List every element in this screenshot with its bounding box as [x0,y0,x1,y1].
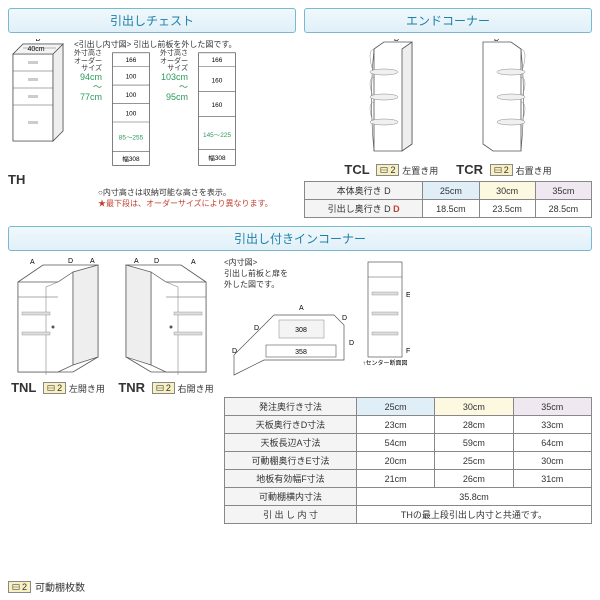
incorner-cross-svg: E F ↑センター断面図 [360,257,410,367]
chest-h1-label: 外寸高さ オーダー サイズ [74,50,102,73]
section-chest: 引出しチェスト D 40cm <引 [8,8,296,218]
svg-text:100: 100 [126,92,137,99]
svg-text:145〜225: 145〜225 [203,132,231,139]
tnl-block: A D A TNL 2 左開き用 [8,257,108,395]
svg-text:D: D [68,258,73,265]
table-row: 本体奥行き D 25cm 30cm 35cm [305,182,592,200]
chest-inner-label: <引出し内寸図> [74,39,131,50]
svg-text:100: 100 [126,111,137,118]
endcorner-header: エンドコーナー [304,8,592,33]
svg-text:↑センター断面図: ↑センター断面図 [362,359,407,367]
footer-badge: 2 [8,581,31,593]
svg-text:F: F [406,348,410,355]
chest-diagrams: D 40cm <引出し内寸図> 引出し前板を外した図です。 外寸高さ オーダー … [8,39,296,170]
endcorner-table: 本体奥行き D 25cm 30cm 35cm 引出し奥行き D D 18.5cm… [304,181,592,218]
table-row: 天板奥行きD寸法23cm28cm33cm [225,416,592,434]
table-row: 発注奥行き寸法25cm30cm35cm [225,398,592,416]
chest-inner-note: 引出し前板を外した図です。 [133,39,236,50]
tcr-usage: 右置き用 [516,166,552,176]
chest-h2-label: 外寸高さ オーダー サイズ [160,50,188,73]
svg-text:D: D [342,315,347,322]
svg-text:D: D [394,39,399,43]
svg-text:D: D [254,325,259,332]
tcl-badge: 2 [376,164,399,176]
svg-text:A: A [299,305,304,312]
chest-inner-wrap: <引出し内寸図> 引出し前板を外した図です。 外寸高さ オーダー サイズ 94c… [74,39,242,170]
svg-text:D: D [494,39,499,43]
svg-text:166: 166 [126,57,137,64]
chest-3d-svg: D 40cm [8,39,68,149]
chest-inner-b: 166 160 160 145〜225 幅308 [192,50,242,170]
svg-text:100: 100 [126,74,137,81]
tnr-block: A D A TNR 2 右開き用 [116,257,216,395]
table-row: 引 出 し 内 寸THの最上段引出し内寸と共通です。 [225,506,592,524]
svg-text:D: D [35,39,40,43]
incorner-table: 発注奥行き寸法25cm30cm35cm 天板奥行きD寸法23cm28cm33cm… [224,397,592,524]
chest-h2-range: 103cm 〜 95cm [160,73,188,103]
svg-text:A: A [191,259,196,266]
row-top: 引出しチェスト D 40cm <引 [8,8,592,218]
tcr-badge: 2 [490,164,513,176]
table-row: 地板有効幅F寸法21cm26cm31cm [225,470,592,488]
svg-text:A: A [90,258,95,265]
svg-text:A: A [30,259,35,266]
tcl-svg: D [364,39,419,159]
tcr-model: TCR [456,162,483,177]
chest-header: 引出しチェスト [8,8,296,33]
shelf-icon [156,384,164,392]
svg-text:D: D [232,348,237,355]
svg-text:E: E [406,292,410,299]
tnl-svg: A D A [8,257,108,377]
chest-note1: ○内寸高さは収納可能な高さを表示。 [98,187,296,198]
svg-text:幅308: 幅308 [208,153,226,162]
section-incorner: 引出し付きインコーナー A D A TNL 2 [8,226,592,524]
shelf-icon [47,384,55,392]
chest-model: TH [8,172,25,187]
tnl-badge: 2 [43,382,66,394]
incorner-right: <内寸図> 引出し前板と扉を 外した図です。 308 358 D D A D D [224,257,592,524]
svg-text:160: 160 [212,77,223,84]
footer-legend: 2 可動棚枚数 [8,579,85,594]
shelf-icon [12,583,20,591]
incorner-inner-label: <内寸図> [224,257,354,268]
table-row: 天板長辺A寸法54cm59cm64cm [225,434,592,452]
svg-text:85〜255: 85〜255 [119,135,144,142]
endcorner-diagrams: D TCL 2 左置き用 [304,39,592,177]
svg-text:D: D [349,340,354,347]
svg-text:D: D [154,258,159,265]
svg-text:166: 166 [212,57,223,64]
chest-inner-a: 166 100 100 100 85〜255 幅308 [106,50,156,170]
chest-h1-range: 94cm 〜 77cm [74,73,102,103]
svg-text:40cm: 40cm [27,46,44,53]
tnr-usage: 右開き用 [178,384,214,394]
svg-text:幅308: 幅308 [122,154,140,163]
tcr-svg: D [476,39,531,159]
section-endcorner: エンドコーナー D TCL [304,8,592,218]
tcl-model: TCL [344,162,369,177]
tnl-model: TNL [11,380,36,395]
tnr-model: TNR [118,380,145,395]
shelf-icon [380,166,388,174]
incorner-inner-svg: 308 358 D D A D D [224,290,354,390]
shelf-icon [494,166,502,174]
footer-label: 可動棚枚数 [35,579,85,594]
svg-text:A: A [134,258,139,265]
chest-note2: ★最下段は、オーダーサイズにより異なります。 [98,198,296,209]
table-row: 可動棚奥行きE寸法20cm25cm30cm [225,452,592,470]
incorner-header: 引出し付きインコーナー [8,226,592,251]
svg-text:160: 160 [212,102,223,109]
table-row: 可動棚横内寸法35.8cm [225,488,592,506]
tnr-badge: 2 [152,382,175,394]
tnl-usage: 左開き用 [69,384,105,394]
tnr-svg: A D A [116,257,216,377]
svg-text:308: 308 [295,327,307,334]
tcl-usage: 左置き用 [402,166,438,176]
svg-text:358: 358 [295,349,307,356]
table-row: 引出し奥行き D D 18.5cm 23.5cm 28.5cm [305,200,592,218]
incorner-inner-note: 引出し前板と扉を 外した図です。 [224,268,354,290]
